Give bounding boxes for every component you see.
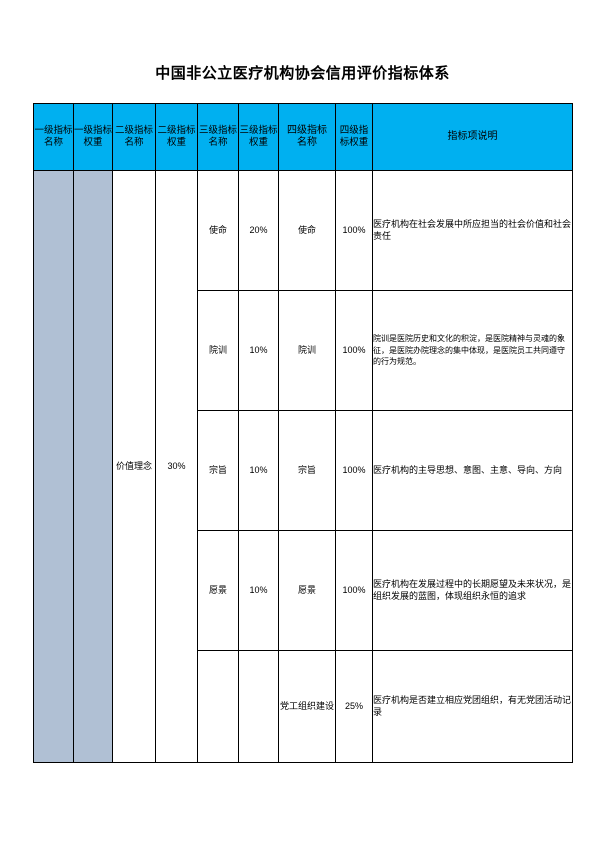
column-header-level3-weight: 三级指标权重 (238, 103, 279, 171)
cell-level4-name: 院训 (278, 290, 336, 411)
column-header-level1-weight: 一级指标权重 (73, 103, 113, 171)
cell-level1-name (33, 170, 74, 763)
table-row: 愿景 10% 愿景 100% 医疗机构在发展过程中的长期愿望及未来状况，是组织发… (34, 530, 573, 651)
column-header-level4-name: 四级指标名称 (278, 103, 336, 171)
cell-level4-weight: 25% (335, 650, 373, 763)
column-header-level2-weight: 二级指标权重 (155, 103, 198, 171)
column-header-description: 指标项说明 (372, 103, 573, 171)
cell-level2-weight: 30% (155, 170, 198, 763)
cell-description: 院训是医院历史和文化的积淀，是医院精神与灵魂的象征，是医院办院理念的集中体现，是… (372, 290, 573, 411)
cell-level3-name: 宗旨 (197, 410, 239, 531)
cell-description: 医疗机构是否建立相应党团组织，有无党团活动记录 (372, 650, 573, 763)
cell-level3-weight: 20% (238, 170, 279, 291)
cell-level4-weight: 100% (335, 530, 373, 651)
cell-level1-weight (73, 170, 113, 763)
column-header-level4-weight: 四级指标权重 (335, 103, 373, 171)
table-row: 价值理念 30% 使命 20% 使命 100% 医疗机构在社会发展中所应担当的社… (33, 170, 573, 763)
cell-description: 医疗机构在社会发展中所应担当的社会价值和社会责任 (372, 170, 573, 291)
indicator-table: 一级指标名称 一级指标权重 二级指标名称 二级指标权重 三级指标名称 三级指标权… (33, 103, 573, 763)
page-title: 中国非公立医疗机构协会信用评价指标体系 (155, 65, 450, 82)
column-header-level3-name: 三级指标名称 (197, 103, 239, 171)
cell-description: 医疗机构在发展过程中的长期愿望及未来状况，是组织发展的蓝图，体现组织永恒的追求 (372, 530, 573, 651)
column-header-level1-name: 一级指标名称 (33, 103, 74, 171)
cell-level3-weight (238, 650, 279, 763)
cell-level3-name: 愿景 (197, 530, 239, 651)
cell-level4-name: 宗旨 (278, 410, 336, 531)
table-header-row: 一级指标名称 一级指标权重 二级指标名称 二级指标权重 三级指标名称 三级指标权… (33, 103, 573, 171)
table-row: 院训 10% 院训 100% 院训是医院历史和文化的积淀，是医院精神与灵魂的象征… (34, 290, 573, 411)
cell-level4-name: 使命 (278, 170, 336, 291)
cell-level3-weight: 10% (238, 530, 279, 651)
cell-level3-name: 使命 (197, 170, 239, 291)
cell-level2-name: 价值理念 (112, 170, 156, 763)
cell-level3-weight: 10% (238, 410, 279, 531)
cell-level3-name (197, 650, 239, 763)
cell-level3-weight: 10% (238, 290, 279, 411)
cell-level4-weight: 100% (335, 410, 373, 531)
cell-level3-name: 院训 (197, 290, 239, 411)
cell-level4-weight: 100% (335, 290, 373, 411)
cell-description: 医疗机构的主导思想、意图、主意、导向、方向 (372, 410, 573, 531)
cell-level4-weight: 100% (335, 170, 373, 291)
table-row: 党工组织建设 25% 医疗机构是否建立相应党团组织，有无党团活动记录 (34, 650, 573, 763)
cell-level4-name: 党工组织建设 (278, 650, 336, 763)
table-row: 宗旨 10% 宗旨 100% 医疗机构的主导思想、意图、主意、导向、方向 (34, 410, 573, 531)
column-header-level2-name: 二级指标名称 (112, 103, 156, 171)
cell-level4-name: 愿景 (278, 530, 336, 651)
